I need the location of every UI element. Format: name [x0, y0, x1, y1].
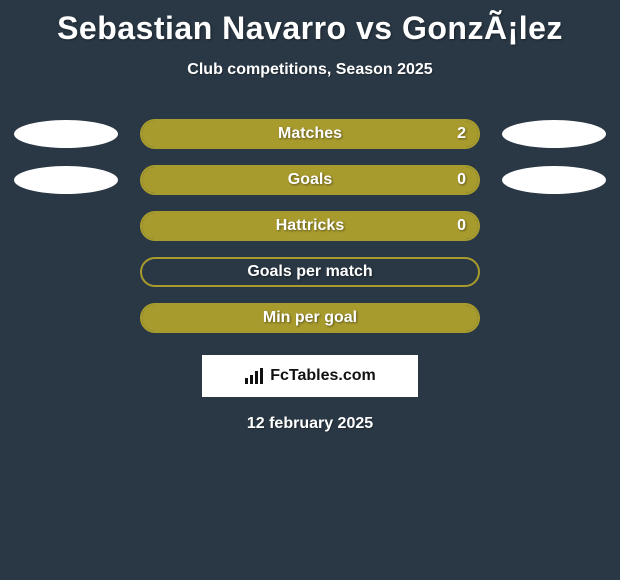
page-title: Sebastian Navarro vs GonzÃ¡lez [0, 0, 620, 47]
stat-bar-label: Goals per match [142, 263, 478, 281]
stat-bar-label: Hattricks [142, 217, 478, 235]
stat-bar-label: Matches [142, 125, 478, 143]
right-marker-ellipse [502, 166, 606, 194]
stat-bar: Goals per match [140, 257, 480, 287]
stat-bar: Goals0 [140, 165, 480, 195]
stat-row: Hattricks0 [0, 211, 620, 241]
stat-bar: Matches2 [140, 119, 480, 149]
stat-row: Min per goal [0, 303, 620, 333]
left-marker-ellipse [14, 120, 118, 148]
right-marker-ellipse [502, 120, 606, 148]
brand-text: FcTables.com [270, 367, 376, 385]
stats-rows: Matches2Goals0Hattricks0Goals per matchM… [0, 119, 620, 333]
stat-bar-label: Goals [142, 171, 478, 189]
stat-bar-label: Min per goal [142, 309, 478, 327]
stat-row: Goals per match [0, 257, 620, 287]
left-marker-ellipse [14, 166, 118, 194]
footer-date: 12 february 2025 [0, 415, 620, 433]
stat-bar-value: 0 [457, 171, 466, 189]
stat-bar-value: 2 [457, 125, 466, 143]
chart-bars-icon [244, 367, 266, 385]
stat-row: Matches2 [0, 119, 620, 149]
page-subtitle: Club competitions, Season 2025 [0, 61, 620, 79]
stat-bar: Min per goal [140, 303, 480, 333]
stat-row: Goals0 [0, 165, 620, 195]
brand-badge: FcTables.com [202, 355, 418, 397]
stat-bar: Hattricks0 [140, 211, 480, 241]
stat-bar-value: 0 [457, 217, 466, 235]
